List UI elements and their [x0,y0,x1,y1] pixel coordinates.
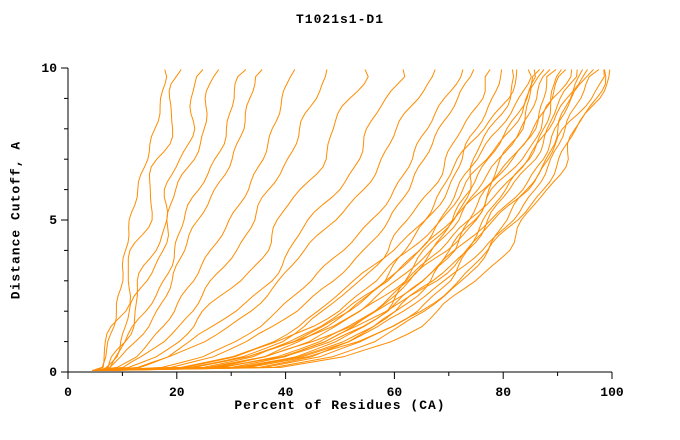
model-curve [102,69,436,371]
x-tick-label: 100 [600,385,624,400]
y-tick-label: 0 [49,365,57,380]
model-curve [100,69,220,371]
model-curve [98,69,369,371]
model-curve [102,69,247,371]
x-tick-label: 80 [495,385,511,400]
x-tick-label: 0 [64,385,72,400]
model-curve [94,69,328,371]
model-curve [95,69,182,371]
y-axis-label: Distance Cutoff, A [8,140,24,300]
x-tick-label: 40 [278,385,294,400]
model-curve [100,69,551,371]
model-curve [103,69,588,371]
model-curve [103,69,518,371]
y-tick-label: 10 [41,61,57,76]
model-curve [100,69,611,371]
model-curve [97,69,545,371]
model-curve [99,69,514,371]
model-curve [98,69,605,371]
model-curve [95,69,491,371]
model-curve [98,69,503,371]
model-curve [92,69,168,371]
x-axis-label: Percent of Residues (CA) [234,398,446,413]
model-curve [92,69,600,371]
chart-title: T1021s1-D1 [295,12,384,27]
model-curve [106,69,532,371]
model-curve [105,69,263,371]
model-curve [92,69,475,371]
x-tick-label: 60 [387,385,403,400]
model-curve [92,69,536,371]
model-curve [92,69,296,371]
model-curve [106,69,594,371]
y-tick-label: 5 [49,213,57,228]
model-curve [106,69,464,371]
x-tick-label: 20 [169,385,185,400]
model-curve [92,69,567,371]
model-curve [100,69,584,371]
model-curve [95,69,540,371]
model-curve [97,69,204,371]
model-curve [100,69,406,371]
model-curve [95,69,573,371]
